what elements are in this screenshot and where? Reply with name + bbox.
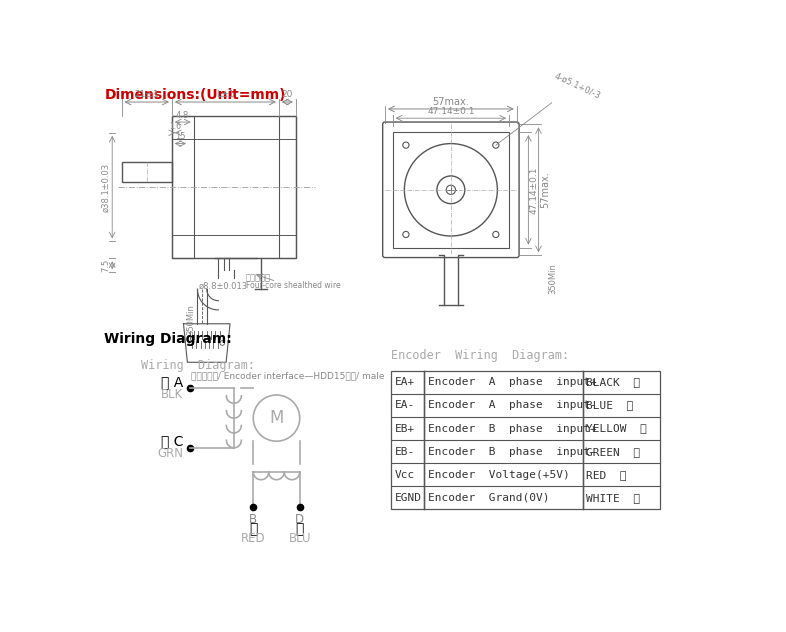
Text: Encoder  Grand(0V): Encoder Grand(0V) xyxy=(428,493,549,503)
Text: 4.8: 4.8 xyxy=(176,111,189,119)
Text: EA-: EA- xyxy=(395,401,415,410)
Text: 四芯屏蔽线: 四芯屏蔽线 xyxy=(245,273,270,282)
Text: B: B xyxy=(249,513,257,526)
Text: 47.14±0.1: 47.14±0.1 xyxy=(427,107,475,116)
Text: L±1: L±1 xyxy=(216,90,234,99)
Text: BLACK  黑: BLACK 黑 xyxy=(586,377,641,387)
Text: ø8.8±0.013: ø8.8±0.013 xyxy=(199,281,248,291)
Bar xyxy=(122,162,172,182)
Text: Encoder  Wiring  Diagram:: Encoder Wiring Diagram: xyxy=(391,348,569,362)
Text: Four-core shealthed wire: Four-core shealthed wire xyxy=(245,281,340,290)
Text: 编码器接口/ Encoder interface—HDD15公头/ male: 编码器接口/ Encoder interface—HDD15公头/ male xyxy=(191,372,385,380)
Text: YELLOW  黄: YELLOW 黄 xyxy=(586,423,647,434)
Text: 47.14±0.1: 47.14±0.1 xyxy=(530,166,539,214)
Text: Encoder  A  phase  input-: Encoder A phase input- xyxy=(428,401,597,410)
Text: EA+: EA+ xyxy=(395,377,415,387)
Bar xyxy=(172,116,296,258)
Text: Vcc: Vcc xyxy=(395,470,415,480)
Bar xyxy=(172,116,193,258)
Text: 350Min: 350Min xyxy=(187,305,196,336)
Text: EB+: EB+ xyxy=(395,423,415,434)
Text: BLK: BLK xyxy=(161,388,183,401)
Text: 20: 20 xyxy=(281,90,293,99)
Text: ø38.1±0.03: ø38.1±0.03 xyxy=(101,162,111,212)
Text: Encoder  B  phase  input-: Encoder B phase input- xyxy=(428,447,597,456)
Text: 红: 红 xyxy=(249,522,258,536)
Bar xyxy=(391,371,660,509)
Text: BLU: BLU xyxy=(288,532,311,545)
Text: Encoder  Voltage(+5V): Encoder Voltage(+5V) xyxy=(428,470,569,480)
Text: Dimensions:(Unit=mm): Dimensions:(Unit=mm) xyxy=(105,88,286,102)
Bar xyxy=(279,116,296,258)
Text: BLUE  蓝: BLUE 蓝 xyxy=(586,401,634,410)
Text: EB-: EB- xyxy=(395,447,415,456)
Text: 绻 C: 绻 C xyxy=(161,435,183,449)
Text: 350Min: 350Min xyxy=(548,263,557,294)
Text: Encoder  A  phase  input+: Encoder A phase input+ xyxy=(428,377,597,387)
Text: EGND: EGND xyxy=(395,493,422,503)
Text: 57max.: 57max. xyxy=(432,97,469,107)
Text: D: D xyxy=(296,513,304,526)
Text: Wiring Diagram:: Wiring Diagram: xyxy=(105,332,232,346)
Text: 21±1: 21±1 xyxy=(134,90,159,99)
Text: Encoder  B  phase  input+: Encoder B phase input+ xyxy=(428,423,597,434)
Bar xyxy=(393,132,509,248)
Text: 15: 15 xyxy=(175,132,185,142)
Text: GREEN  绻: GREEN 绻 xyxy=(586,447,641,456)
Text: 4-ø5.1+0/-3: 4-ø5.1+0/-3 xyxy=(553,71,602,100)
Text: RED  红: RED 红 xyxy=(586,470,627,480)
Text: RED: RED xyxy=(241,532,266,545)
Text: 57max.: 57max. xyxy=(540,171,550,208)
Text: WHITE  白: WHITE 白 xyxy=(586,493,641,503)
Text: M: M xyxy=(270,409,284,427)
Text: Wiring  Diagram:: Wiring Diagram: xyxy=(141,359,255,372)
Text: 黑 A: 黑 A xyxy=(161,375,183,389)
Text: 7.5: 7.5 xyxy=(101,258,111,272)
Text: 兰: 兰 xyxy=(296,522,304,536)
Text: GRN: GRN xyxy=(157,447,183,460)
Text: 1.6: 1.6 xyxy=(169,121,181,131)
